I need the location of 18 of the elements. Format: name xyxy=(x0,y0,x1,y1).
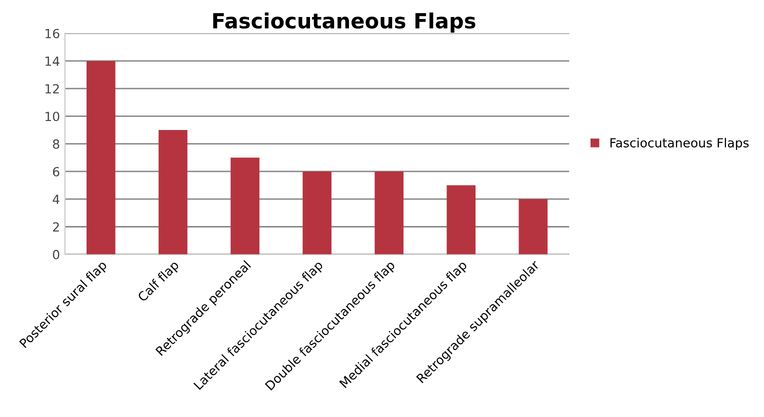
legend-label: Fasciocutaneous Flaps xyxy=(610,138,749,150)
y-tick-label: 2 xyxy=(53,222,59,232)
bar xyxy=(230,158,260,254)
bar xyxy=(446,185,476,254)
chart-title: Fasciocutaneous Flaps xyxy=(213,12,476,33)
y-tick-label: 8 xyxy=(52,139,60,149)
bar xyxy=(302,171,332,254)
bar xyxy=(374,171,404,254)
y-tick-label: 16 xyxy=(46,28,60,38)
y-tick-label: 0 xyxy=(52,250,60,260)
y-tick-label: 12 xyxy=(46,84,59,94)
bar xyxy=(518,199,548,254)
bar xyxy=(86,60,116,254)
y-tick-label: 14 xyxy=(46,56,60,66)
y-tick-label: 4 xyxy=(52,194,60,204)
bar xyxy=(158,130,188,254)
y-tick-label: 10 xyxy=(46,112,60,122)
y-tick-label: 6 xyxy=(53,166,60,176)
